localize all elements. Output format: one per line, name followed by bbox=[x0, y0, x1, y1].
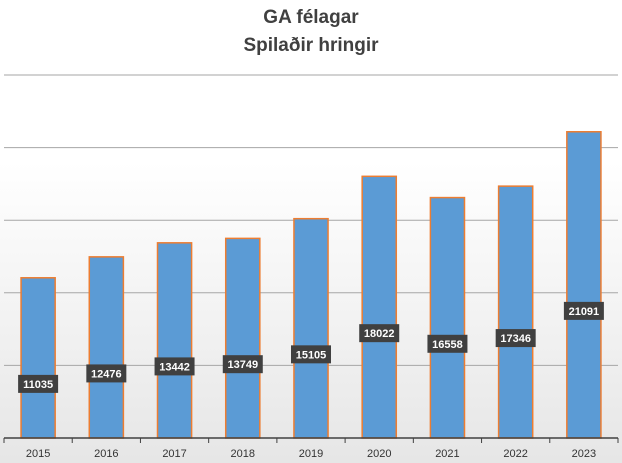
data-label-2016: 12476 bbox=[91, 368, 122, 380]
chart-title: GA félagar bbox=[263, 7, 359, 28]
data-label-2021: 16558 bbox=[432, 339, 463, 351]
data-label-2015: 11035 bbox=[23, 379, 53, 391]
data-label-2019: 15105 bbox=[296, 349, 327, 361]
data-label-2023: 21091 bbox=[569, 306, 600, 318]
bar-2019 bbox=[293, 217, 329, 439]
bar-2022 bbox=[497, 185, 534, 439]
bar-2021 bbox=[429, 196, 466, 439]
data-label-2022: 17346 bbox=[500, 333, 531, 345]
data-label-bg-2015 bbox=[18, 374, 59, 393]
bar-2018 bbox=[224, 237, 261, 439]
bar-2017 bbox=[156, 242, 193, 439]
x-tick-label-2018: 2018 bbox=[231, 448, 255, 460]
x-tick-label-2019: 2019 bbox=[299, 448, 323, 460]
data-label-2020: 18022 bbox=[364, 328, 395, 340]
data-label-bg-2023 bbox=[563, 301, 604, 320]
data-label-bg-2018 bbox=[222, 355, 263, 374]
data-label-bg-2019 bbox=[291, 345, 331, 364]
data-label-bg-2021 bbox=[427, 334, 468, 353]
x-tick-label-2017: 2017 bbox=[162, 448, 186, 460]
data-label-bg-2022 bbox=[495, 329, 536, 348]
bar-2020 bbox=[361, 175, 398, 439]
data-label-2017: 13442 bbox=[159, 361, 190, 373]
data-label-bg-2016 bbox=[86, 364, 127, 383]
data-label-bg-2020 bbox=[359, 324, 400, 343]
x-tick-label-2016: 2016 bbox=[94, 448, 118, 460]
x-tick-label-2020: 2020 bbox=[367, 448, 391, 460]
x-tick-label-2021: 2021 bbox=[435, 448, 459, 460]
x-tick-label-2023: 2023 bbox=[572, 448, 596, 460]
x-tick-label-2015: 2015 bbox=[26, 448, 50, 460]
x-tick-label-2022: 2022 bbox=[503, 448, 527, 460]
bar-2016 bbox=[88, 256, 125, 439]
bar-2015 bbox=[20, 277, 56, 439]
bar-2023 bbox=[566, 131, 602, 439]
data-label-bg-2017 bbox=[154, 357, 195, 376]
data-label-2018: 13749 bbox=[227, 359, 258, 371]
chart-subtitle: Spilaðir hringir bbox=[243, 35, 379, 56]
